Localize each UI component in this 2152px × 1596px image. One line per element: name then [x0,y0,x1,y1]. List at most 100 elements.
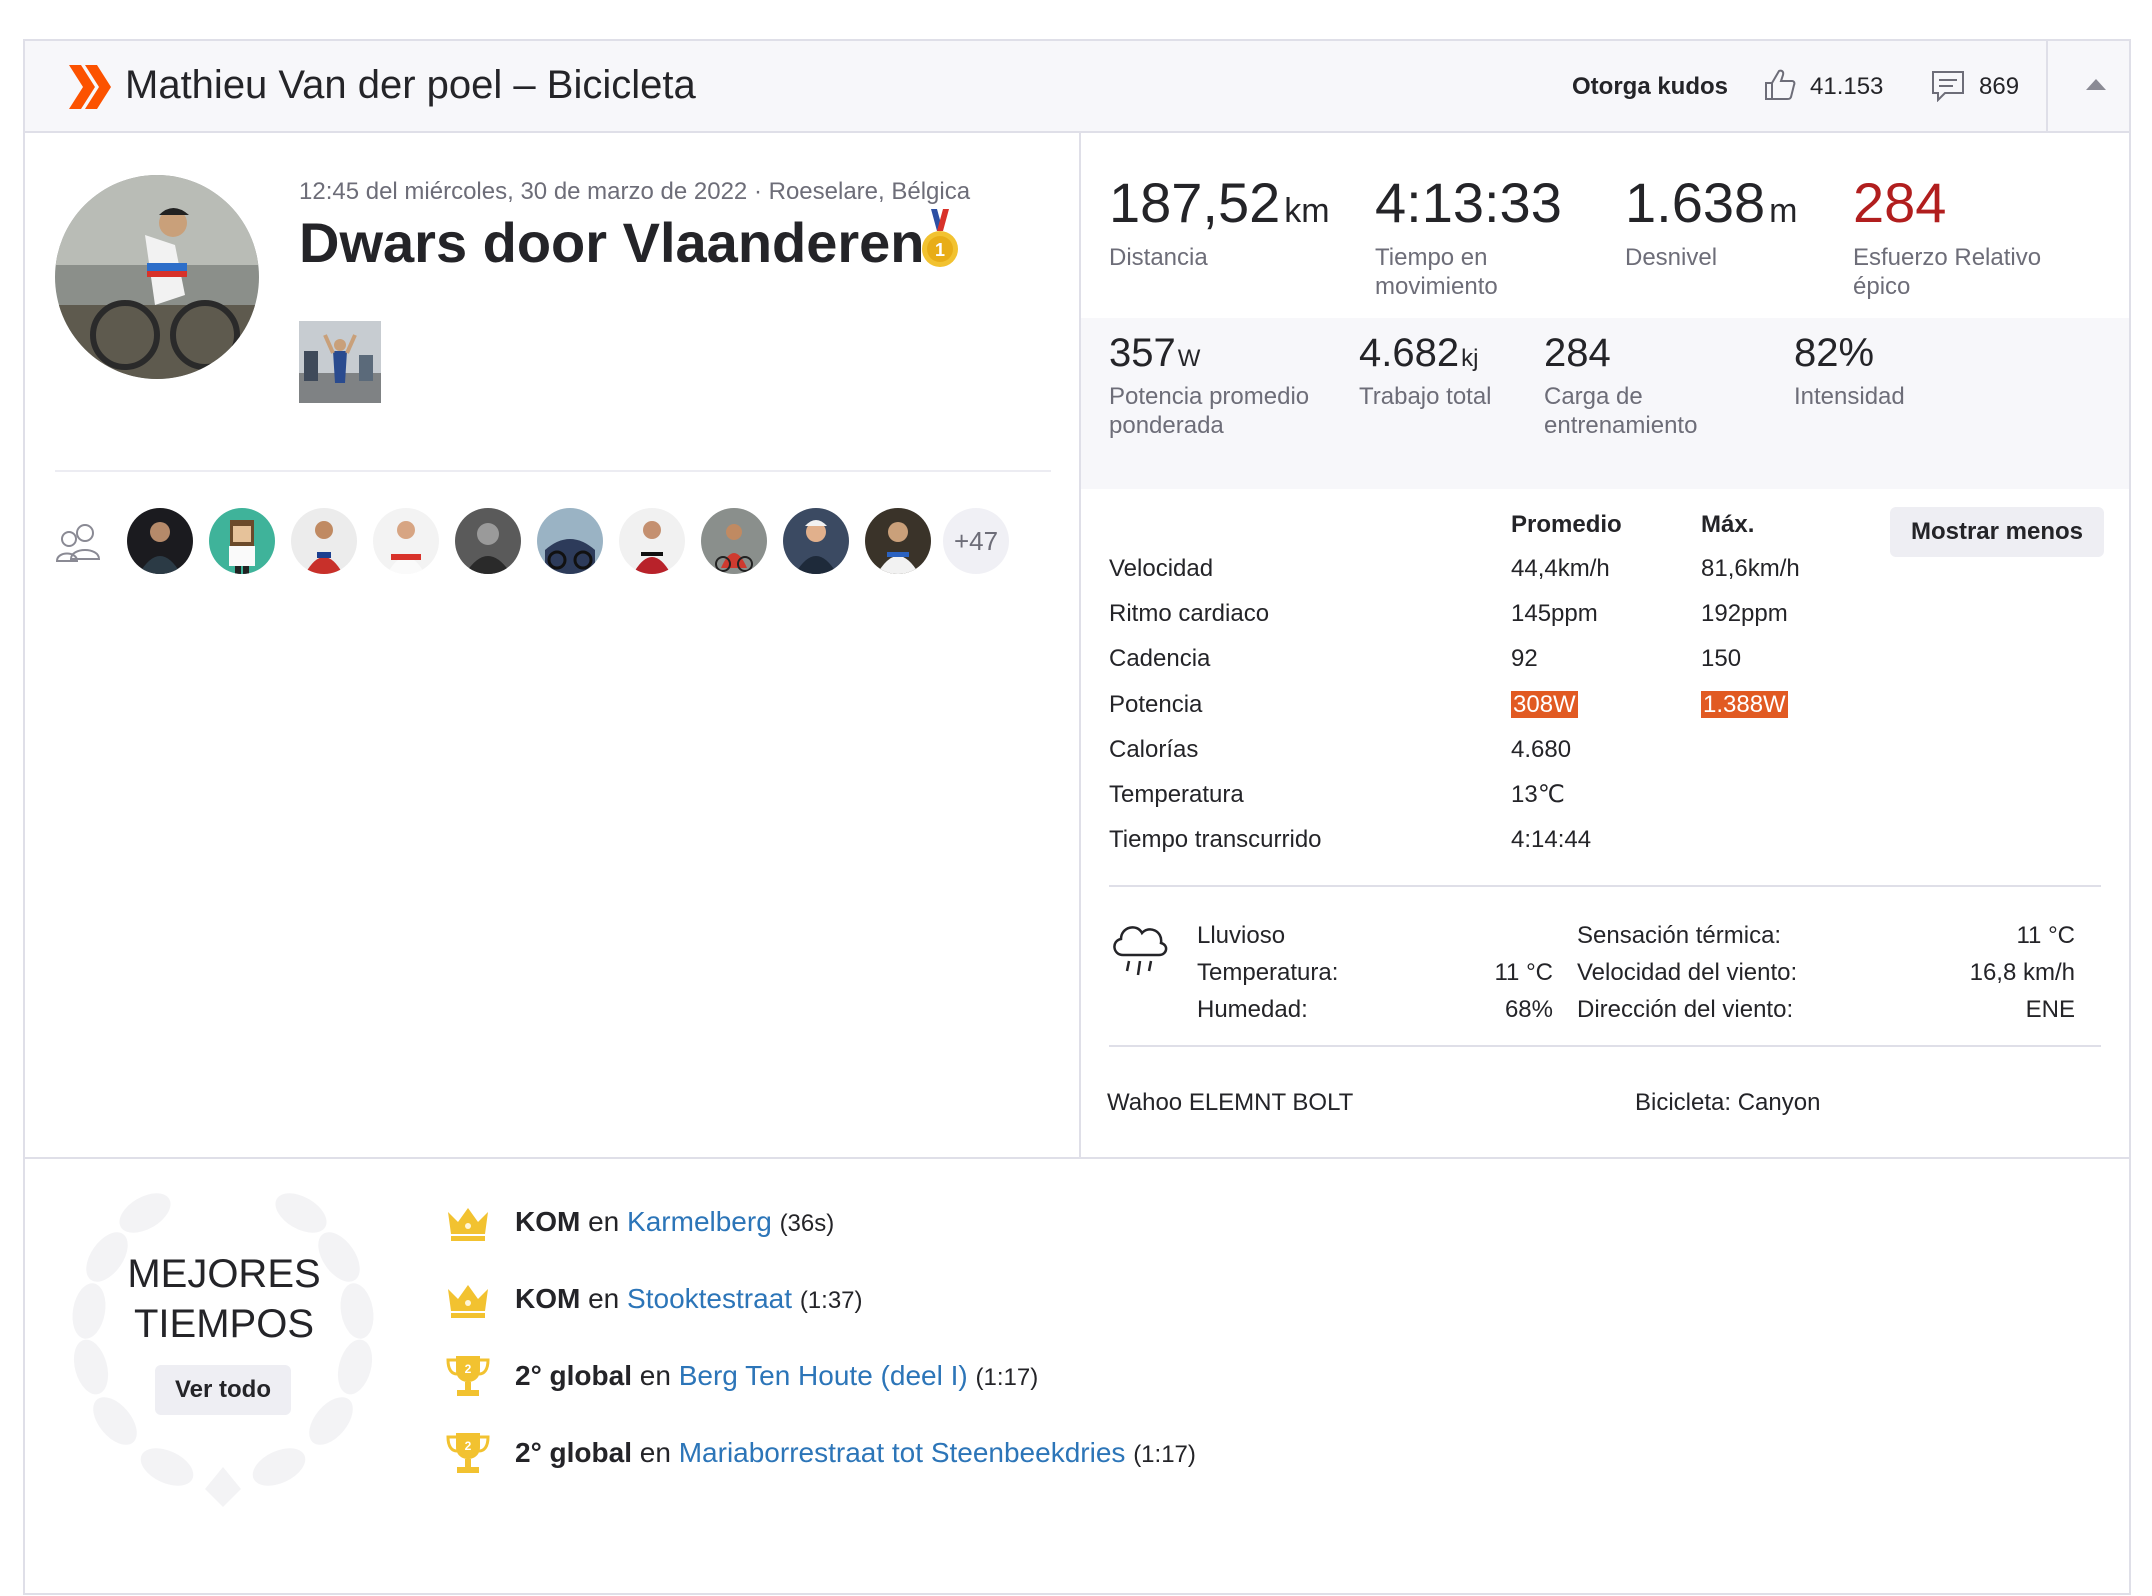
row-max: 192ppm [1701,600,1788,627]
activity-photo[interactable] [299,321,381,403]
comments-count[interactable]: 869 [1979,73,2020,100]
avg-column-header: Promedio [1511,511,1622,538]
section-divider [25,1157,2129,1159]
group-icon [55,524,101,562]
row-avg: 4.680 [1511,736,1572,763]
athlete-avatar-5[interactable] [455,508,521,574]
athlete-avatar-8[interactable] [701,508,767,574]
show-less-button[interactable]: Mostrar menos [1890,507,2104,557]
athlete-avatar-6[interactable] [537,508,603,574]
segment-link[interactable]: Mariaborrestraat tot Steenbeekdries [678,1437,1126,1468]
row-avg: 13℃ [1511,781,1565,808]
stat-label: Desnivel [1625,244,1718,271]
svg-text:2: 2 [465,1439,472,1453]
crown-icon [448,1208,488,1241]
athlete-avatar-7[interactable] [619,508,685,574]
view-all-button[interactable]: Ver todo [155,1365,291,1415]
collapse-caret-icon[interactable] [2086,79,2106,90]
weather-wind-dir-value: ENE [2025,996,2075,1023]
athlete-avatar-10[interactable] [865,508,931,574]
row-avg: 44,4km/h [1511,555,1610,582]
row-max: 81,6km/h [1701,555,1800,582]
stat-label: Tiempo en movimiento [1375,244,1498,300]
table-row: Velocidad 44,4km/h 81,6km/h [1109,549,2009,589]
athlete-avatar-4[interactable] [373,508,439,574]
stat-training-load: 284 Carga de entrenamiento [1544,330,1744,440]
stat-value: 1.638 [1625,171,1766,234]
trophy-icon: 2 [446,1433,490,1473]
athlete-avatar-2[interactable] [209,508,275,574]
gold-medal-icon: 1 [922,209,958,267]
row-avg: 4:14:44 [1511,826,1592,853]
row-label: Tiempo transcurrido [1109,826,1322,853]
stat-moving-time: 4:13:33 Tiempo en movimiento [1375,171,1575,301]
stat-label: Distancia [1109,244,1208,271]
stat-total-work: 4.682kj Trabajo total [1359,330,1539,411]
activity-header: Mathieu Van der poel – Bicicleta Otorga … [25,41,2129,133]
segment-link[interactable]: Karmelberg [627,1206,772,1237]
stat-relative-effort[interactable]: 284 Esfuerzo Relativo épico [1853,171,2083,301]
weather-humidity-value: 68% [1504,996,1553,1023]
athlete-avatar[interactable] [55,175,259,379]
athlete-avatar-1[interactable] [127,508,193,574]
row-label: Cadencia [1109,645,1211,672]
table-row: Calorías 4.680 [1109,730,2009,770]
row-avg: 92 [1511,645,1538,672]
row-label: Velocidad [1109,555,1214,582]
stat-unit: kj [1461,345,1479,372]
section-divider [1109,885,2101,887]
thumbs-up-icon[interactable] [1763,68,1797,102]
stat-value: 187,52 [1109,171,1281,234]
stat-label: Esfuerzo Relativo épico [1853,244,2042,300]
rain-cloud-icon [1113,926,1168,976]
weather-wind-dir-label: Dirección del viento: [1577,996,1794,1023]
weather-feels-value: 11 °C [2016,922,2075,949]
weather-wind-speed-value: 16,8 km/h [1969,959,2075,986]
stat-label: Potencia promedio ponderada [1109,383,1310,439]
row-label: Ritmo cardiaco [1109,600,1270,627]
row-avg-highlight: 308W [1511,691,1578,718]
row-label: Temperatura [1109,781,1244,808]
kudos-count[interactable]: 41.153 [1810,73,1884,100]
comment-icon[interactable] [1931,70,1965,102]
activity-date-location: 12:45 del miércoles, 30 de marzo de 2022… [299,178,971,205]
weather-wind-speed-label: Velocidad del viento: [1577,959,1798,986]
activity-title: Dwars door Vlaanderen [299,211,925,274]
stat-unit: W [1177,345,1201,372]
activity-header-title: Mathieu Van der poel – Bicicleta [125,63,696,107]
row-max-highlight: 1.388W [1701,691,1788,718]
svg-text:2: 2 [465,1362,472,1376]
segment-link[interactable]: Berg Ten Houte (deel I) [678,1360,968,1391]
table-row: Ritmo cardiaco 145ppm 192ppm [1109,594,2009,634]
stat-label: Carga de entrenamiento [1544,383,1698,439]
stat-value: 82% [1794,331,1875,375]
row-label: Calorías [1109,736,1199,763]
table-row: Cadencia 92 150 [1109,639,2009,679]
strava-chevron-icon [69,65,111,109]
more-athletes-button[interactable]: +47 [943,508,1009,574]
trophy-icon: 2 [446,1356,490,1396]
stat-unit: m [1769,192,1798,230]
athlete-avatar-3[interactable] [291,508,357,574]
weather-humidity-label: Humedad: [1197,996,1308,1023]
give-kudos-button[interactable]: Otorga kudos [1572,73,1729,100]
segment-link[interactable]: Stooktestraat [627,1283,793,1314]
stat-value: 357 [1109,331,1176,375]
table-row: Temperatura 13℃ [1109,775,2009,815]
stat-value: 284 [1853,171,1947,234]
stat-label: Intensidad [1794,383,1905,410]
table-row: Potencia 308W 1.388W [1109,685,2009,725]
bike-name[interactable]: Bicicleta: Canyon [1635,1089,1821,1116]
stat-unit: km [1284,192,1330,230]
best-efforts-title: MEJORES TIEMPOS [127,1252,321,1346]
stat-value: 284 [1544,331,1611,375]
row-label: Potencia [1109,691,1203,718]
row-max: 150 [1701,645,1742,672]
activity-card: Mathieu Van der poel – Bicicleta Otorga … [23,39,2131,1595]
stat-value: 4.682 [1359,331,1460,375]
weather-feels-label: Sensación térmica: [1577,922,1782,949]
header-divider [2046,41,2048,131]
stat-label: Trabajo total [1359,383,1492,410]
athlete-avatar-9[interactable] [783,508,849,574]
weather-temp-value: 11 °C [1494,959,1553,986]
